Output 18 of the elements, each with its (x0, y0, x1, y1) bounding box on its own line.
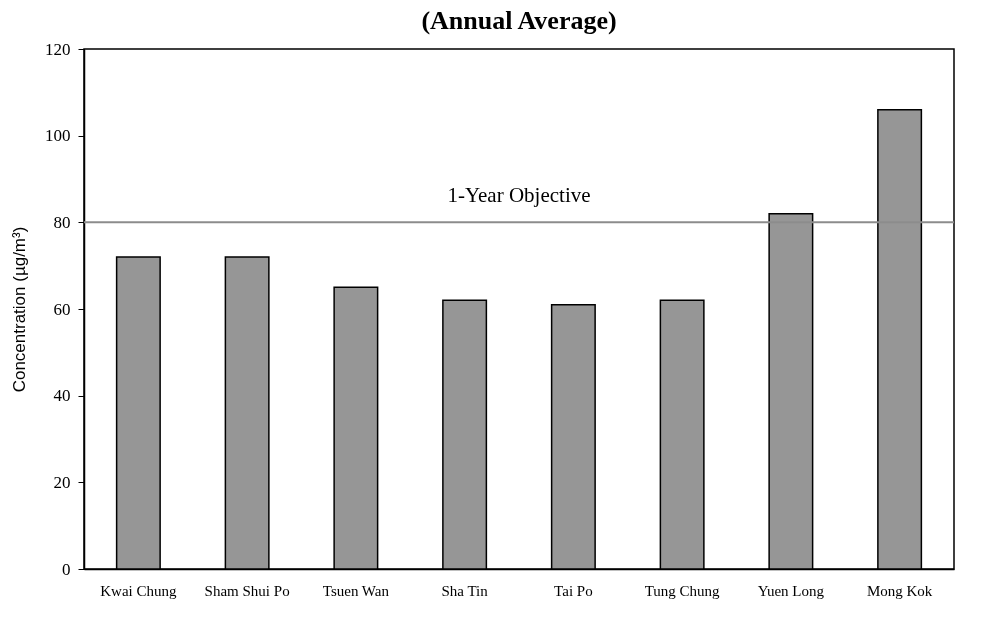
y-axis-title: Concentration (µg/m³) (10, 226, 29, 393)
y-tick-label: 120 (45, 39, 71, 59)
x-tick-label: Tung Chung (644, 582, 721, 599)
x-tick-label: Tsuen Wan (322, 582, 390, 599)
y-tick-label: 80 (53, 212, 71, 232)
y-tick-label: 60 (53, 299, 71, 319)
chart-title: (Annual Average) (421, 6, 617, 35)
y-tick-label: 0 (62, 559, 71, 579)
x-tick-label: Sham Shui Po (204, 582, 290, 599)
y-tick-label: 20 (53, 472, 71, 492)
x-tick-label: Tai Po (554, 582, 593, 599)
ref-line-label: 1-Year Objective (447, 183, 591, 208)
x-tick-label: Mong Kok (866, 582, 933, 599)
y-tick-label: 100 (45, 126, 71, 146)
x-tick-label: Kwai Chung (100, 582, 177, 599)
y-tick-label: 40 (53, 386, 71, 406)
x-tick-label: Yuen Long (757, 582, 825, 599)
x-tick-label: Sha Tin (441, 582, 489, 599)
